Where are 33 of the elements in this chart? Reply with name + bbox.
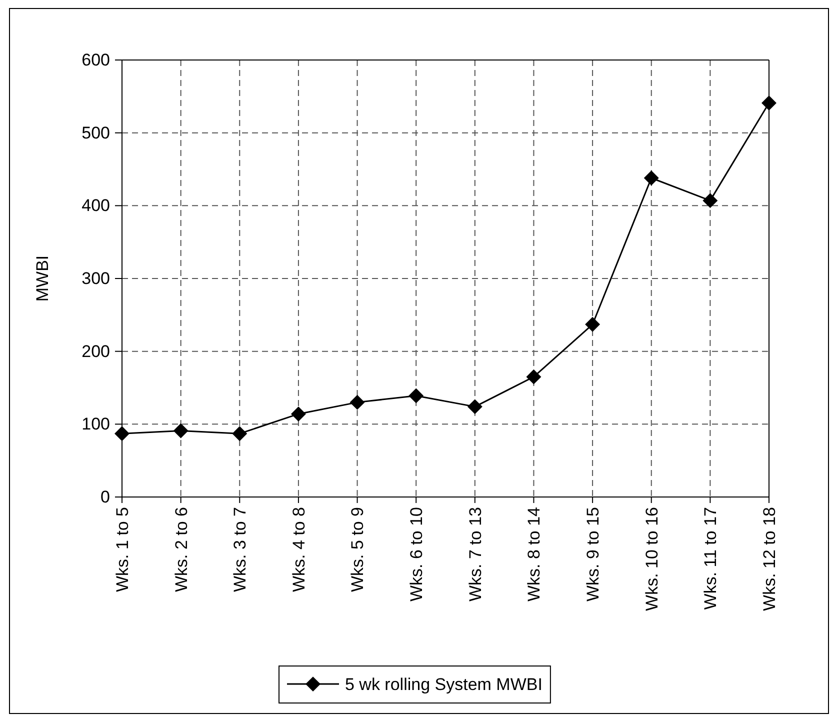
point	[762, 95, 776, 110]
point	[408, 388, 424, 404]
point	[526, 369, 542, 384]
point	[350, 394, 365, 410]
legend-label: 5 wk rolling System MWBI	[345, 675, 542, 694]
y-tick-label: 500	[82, 123, 110, 142]
point	[702, 193, 718, 208]
y-tick-label: 600	[82, 50, 110, 70]
y-tick-label: 400	[82, 196, 110, 216]
y-axis-title: MWBI	[33, 255, 52, 302]
x-tick-label: Wks. 4 to 8	[289, 507, 308, 592]
y-tick-label: 100	[82, 414, 110, 434]
point	[290, 406, 306, 422]
x-tick-label: Wks. 8 to 14	[524, 507, 544, 602]
point	[114, 426, 130, 442]
point	[644, 170, 659, 186]
point	[173, 423, 188, 438]
y-tick-label: 0	[100, 487, 110, 506]
point	[585, 316, 600, 332]
point	[232, 426, 248, 442]
point	[467, 399, 482, 414]
x-tick-label: Wks. 7 to 13	[466, 507, 485, 602]
x-tick-label: Wks. 2 to 6	[172, 507, 191, 592]
x-tick-label: Wks. 12 to 18	[760, 507, 779, 611]
y-tick-label: 200	[82, 342, 110, 361]
x-tick-label: Wks. 10 to 16	[642, 507, 662, 611]
x-tick-label: Wks. 3 to 7	[230, 507, 250, 592]
x-tick-label: Wks. 5 to 9	[348, 507, 368, 592]
x-tick-label: Wks. 9 to 15	[583, 507, 602, 602]
x-tick-label: Wks. 11 to 17	[701, 507, 720, 610]
y-tick-label: 300	[82, 268, 110, 288]
x-tick-label: Wks. 1 to 5	[112, 507, 132, 592]
x-tick-label: Wks. 6 to 10	[407, 507, 426, 602]
